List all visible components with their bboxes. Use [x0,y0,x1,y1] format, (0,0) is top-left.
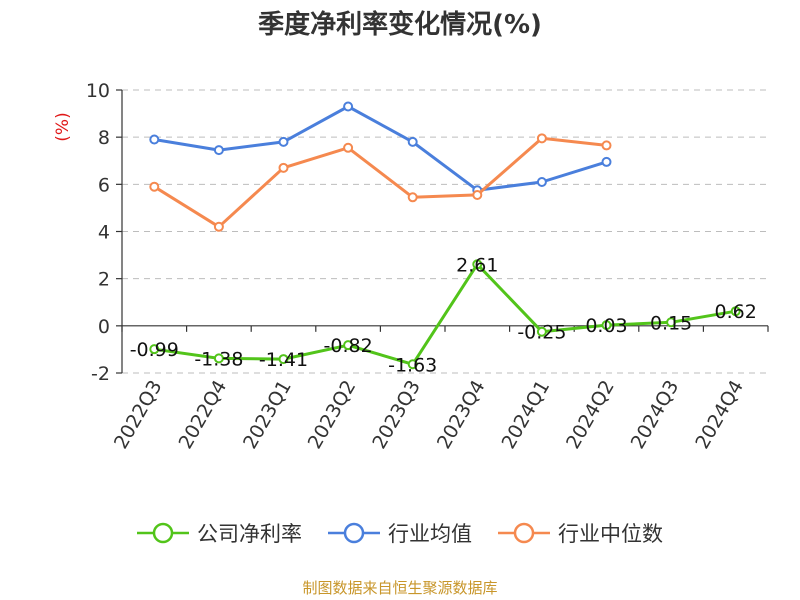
series-point-0 [472,259,483,270]
series-point-0 [601,320,612,331]
series-line-0 [154,262,736,366]
series-point-1 [407,136,418,147]
x-category-label: 2024Q3 [627,377,684,453]
series-point-2 [343,142,354,153]
series-point-1 [278,136,289,147]
legend-swatch [137,522,189,544]
series-point-1 [536,176,547,187]
data-label: -1.38 [194,348,243,370]
series-point-2 [407,192,418,203]
legend-swatch-marker [513,522,535,544]
source-note: 制图数据来自恒生聚源数据库 [302,579,498,597]
x-category-label: 2023Q3 [368,377,425,453]
x-category-label: 2024Q2 [562,377,619,453]
series-point-0 [407,359,418,370]
x-category-label: 2023Q1 [239,377,296,453]
series-point-1 [601,156,612,167]
x-category-label: 2023Q4 [433,377,490,453]
series-point-1 [343,101,354,112]
legend: 公司净利率 行业均值 行业中位数 [0,518,800,548]
x-category-label: 2024Q4 [691,377,748,453]
y-tick-label: 0 [98,316,110,338]
legend-swatch [328,522,380,544]
data-label: 0.62 [715,301,757,323]
series-point-0 [149,344,160,355]
series-point-0 [278,354,289,365]
data-label: -1.63 [388,354,437,376]
series-point-0 [730,306,741,317]
series-lines [149,101,741,370]
series-point-0 [343,340,354,351]
legend-label: 公司净利率 [197,522,302,546]
legend-item-0[interactable]: 公司净利率 [137,518,302,548]
series-line-1 [154,105,607,192]
data-label: -1.41 [259,349,308,371]
data-label: 2.61 [456,254,498,276]
data-labels: -0.99 -1.38 -1.41 -0.82 -1.63 2.61 -0.25 0.03 0.… [130,254,757,376]
x-category-label: 2023Q2 [304,377,361,453]
legend-label: 行业均值 [388,522,472,546]
data-label: 0.03 [585,315,627,337]
legend-swatch-marker [152,522,174,544]
y-tick-label: 2 [98,269,110,291]
series-point-2 [601,140,612,151]
legend-label: 行业中位数 [558,522,663,546]
series-point-0 [666,317,677,328]
legend-swatch [498,522,550,544]
legend-swatch-marker [343,522,365,544]
legend-item-2[interactable]: 行业中位数 [498,518,663,548]
data-label: -0.25 [517,322,566,344]
series-line-2 [153,136,607,229]
x-category-label: 2022Q4 [174,377,231,453]
series-point-1 [149,134,160,145]
series-point-0 [536,326,547,337]
chart-title: 季度净利率变化情况(%) [258,10,542,40]
series-point-2 [213,221,224,232]
data-label: -0.82 [324,335,373,357]
x-category-label: 2024Q1 [497,377,554,453]
y-tick-label: 10 [86,80,110,102]
y-tick-label: -2 [91,363,110,385]
y-tick-label: 4 [98,222,110,244]
data-label: -0.99 [130,339,179,361]
x-category-label: 2022Q3 [110,377,167,453]
y-axis-unit-label: (%) [53,112,73,141]
series-point-1 [213,145,224,156]
series-point-0 [213,353,224,364]
series-point-2 [536,133,547,144]
data-label: 0.15 [650,312,692,334]
grid-lines [122,89,768,374]
series-point-2 [278,162,289,173]
y-tick-label: 8 [98,127,110,149]
legend-item-1[interactable]: 行业均值 [328,518,472,548]
y-tick-label: 6 [98,174,110,196]
series-point-2 [149,181,160,192]
series-point-2 [472,189,483,200]
